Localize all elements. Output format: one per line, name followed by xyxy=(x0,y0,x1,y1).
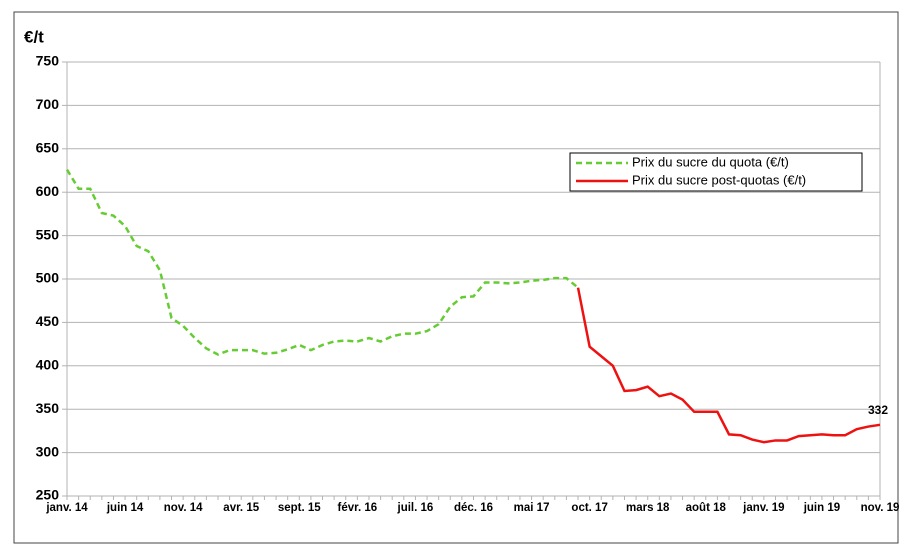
y-tick-label: 450 xyxy=(36,313,60,329)
x-tick-label: janv. 14 xyxy=(45,502,88,514)
legend-box xyxy=(569,152,863,192)
chart-frame xyxy=(13,11,899,544)
y-tick-label: 250 xyxy=(36,487,60,503)
x-tick-label: avr. 15 xyxy=(223,502,259,514)
y-tick-label: 700 xyxy=(36,96,60,112)
y-tick-label: 500 xyxy=(36,270,60,286)
x-tick-label: juin 19 xyxy=(803,502,840,514)
x-tick-label: mars 18 xyxy=(626,502,670,514)
data-label: 332 xyxy=(868,403,888,417)
series-line xyxy=(576,287,881,444)
y-axis-label: €/t xyxy=(24,27,44,46)
x-tick-label: juil. 16 xyxy=(397,502,434,514)
x-tick-label: févr. 16 xyxy=(338,502,378,514)
y-tick-label: 400 xyxy=(36,357,60,373)
x-tick-label: août 18 xyxy=(686,502,727,514)
series-line xyxy=(65,168,579,356)
x-tick-label: juin 14 xyxy=(106,502,144,514)
x-tick-label: nov. 19 xyxy=(861,502,899,514)
y-tick-label: 350 xyxy=(36,400,60,416)
legend-label: Prix du sucre post-quotas (€/t) xyxy=(632,172,806,187)
x-tick-label: nov. 14 xyxy=(164,502,203,514)
y-tick-label: 650 xyxy=(36,140,60,156)
y-tick-label: 600 xyxy=(36,183,60,199)
x-tick-label: sept. 15 xyxy=(278,502,321,514)
y-tick-label: 300 xyxy=(36,443,60,459)
x-tick-label: mai 17 xyxy=(514,502,550,514)
legend-label: Prix du sucre du quota (€/t) xyxy=(632,154,789,169)
y-tick-label: 750 xyxy=(36,53,60,69)
y-tick-label: 550 xyxy=(36,226,60,242)
x-tick-label: janv. 19 xyxy=(742,502,784,514)
x-tick-label: oct. 17 xyxy=(571,502,607,514)
x-tick-label: déc. 16 xyxy=(454,502,493,514)
legend: Prix du sucre du quota (€/t) Prix du sucr… xyxy=(569,152,863,192)
